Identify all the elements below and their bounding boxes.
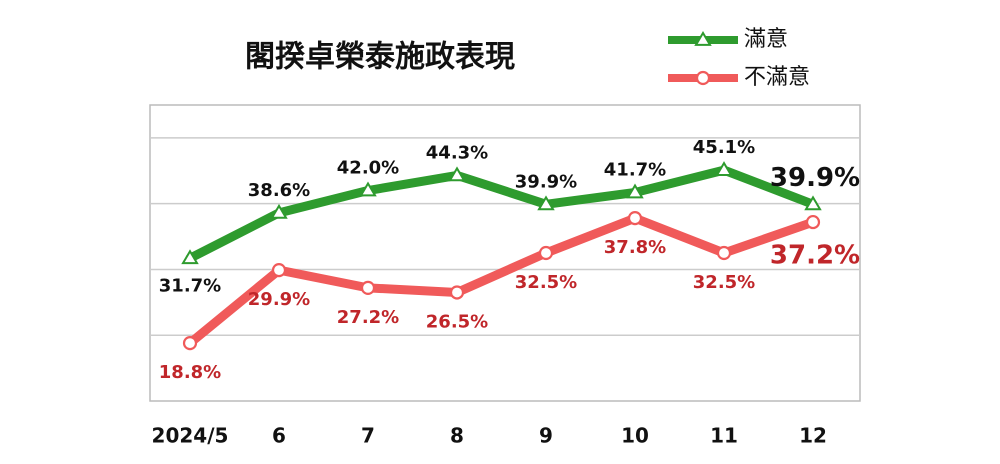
value-label: 32.5% — [693, 272, 755, 293]
value-label: 18.8% — [159, 362, 221, 383]
point-marker — [449, 285, 465, 300]
point-marker — [182, 336, 198, 351]
point-marker — [271, 263, 287, 278]
legend-label: 不滿意 — [744, 65, 810, 90]
legend-marker — [695, 70, 711, 86]
x-tick-label: 2024/5 — [152, 424, 229, 448]
point-marker — [627, 211, 643, 226]
value-label: 37.8% — [604, 237, 666, 258]
point-marker — [448, 166, 466, 182]
point-marker — [537, 195, 555, 211]
value-label: 38.6% — [248, 180, 310, 201]
point-marker — [626, 183, 644, 199]
x-tick-label: 6 — [272, 424, 286, 448]
x-tick-label: 12 — [799, 424, 827, 448]
value-label: 45.1% — [693, 137, 755, 158]
series-line — [185, 165, 818, 263]
x-tick-label: 10 — [621, 424, 649, 448]
value-label: 26.5% — [426, 311, 488, 332]
series-line — [185, 213, 818, 348]
value-label: 42.0% — [337, 158, 399, 179]
value-label: 41.7% — [604, 159, 666, 180]
value-label: 27.2% — [337, 307, 399, 328]
value-label: 39.9% — [770, 163, 860, 193]
point-marker — [805, 214, 821, 230]
point-marker — [716, 245, 732, 261]
point-marker — [715, 161, 733, 177]
point-marker — [270, 203, 288, 219]
value-label: 39.9% — [515, 171, 577, 192]
legend-label: 滿意 — [744, 27, 788, 52]
value-label: 37.2% — [770, 241, 860, 271]
plot-frame — [149, 104, 861, 402]
legend-marker — [694, 31, 712, 46]
point-marker — [538, 245, 554, 261]
point-marker — [359, 181, 377, 197]
x-tick-label: 8 — [450, 424, 464, 448]
value-label: 32.5% — [515, 272, 577, 293]
x-tick-label: 11 — [710, 424, 738, 448]
value-label: 31.7% — [159, 275, 221, 296]
x-tick-label: 7 — [361, 424, 375, 448]
point-marker — [804, 195, 822, 211]
value-label: 29.9% — [248, 289, 310, 310]
x-tick-label: 9 — [539, 424, 553, 448]
point-marker — [360, 280, 376, 295]
value-label: 44.3% — [426, 142, 488, 163]
chart-title: 閣揆卓榮泰施政表現 — [245, 40, 515, 75]
point-marker — [181, 249, 199, 265]
